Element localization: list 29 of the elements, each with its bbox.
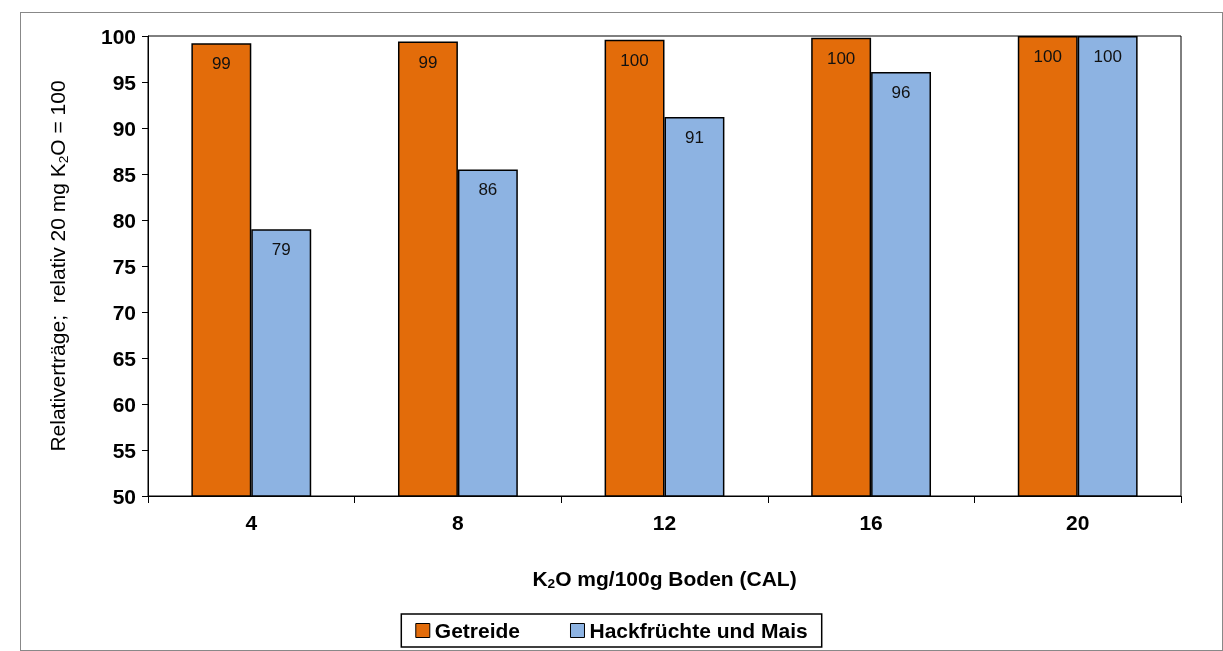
- y-axis-title: Relativerträge; relativ 20 mg K2O = 100: [46, 80, 71, 452]
- legend-label: Getreide: [434, 619, 520, 642]
- y-tick-label: 65: [112, 346, 137, 370]
- y-tick-label: 90: [112, 116, 136, 140]
- data-label: 99: [211, 54, 231, 74]
- y-tick-label: 70: [112, 300, 136, 324]
- data-label: 100: [1033, 47, 1062, 66]
- data-label: 86: [478, 180, 498, 200]
- y-tick-label: 55: [112, 438, 137, 462]
- y-tick-label: 100: [100, 24, 136, 48]
- x-tick-label: 16: [859, 511, 883, 534]
- data-label: 91: [685, 127, 704, 147]
- y-tick-label: 80: [112, 208, 136, 232]
- data-label: 79: [271, 240, 291, 260]
- data-label: 99: [418, 52, 438, 72]
- x-tick-label: 12: [652, 511, 677, 534]
- y-tick-label: 50: [112, 484, 136, 508]
- y-tick-label: 60: [112, 392, 136, 416]
- x-tick-label: 20: [1066, 511, 1090, 534]
- data-label: 100: [620, 50, 649, 70]
- data-label: 96: [891, 82, 911, 102]
- x-tick-label: 4: [245, 511, 258, 534]
- y-tick-label: 95: [112, 70, 137, 94]
- y-tick-label: 85: [112, 162, 137, 186]
- legend-label: Hackfrüchte und Mais: [589, 619, 808, 642]
- x-tick-label: 8: [452, 511, 465, 534]
- data-label: 100: [826, 48, 856, 68]
- y-tick-label: 75: [112, 254, 137, 278]
- data-label: 100: [1093, 47, 1122, 66]
